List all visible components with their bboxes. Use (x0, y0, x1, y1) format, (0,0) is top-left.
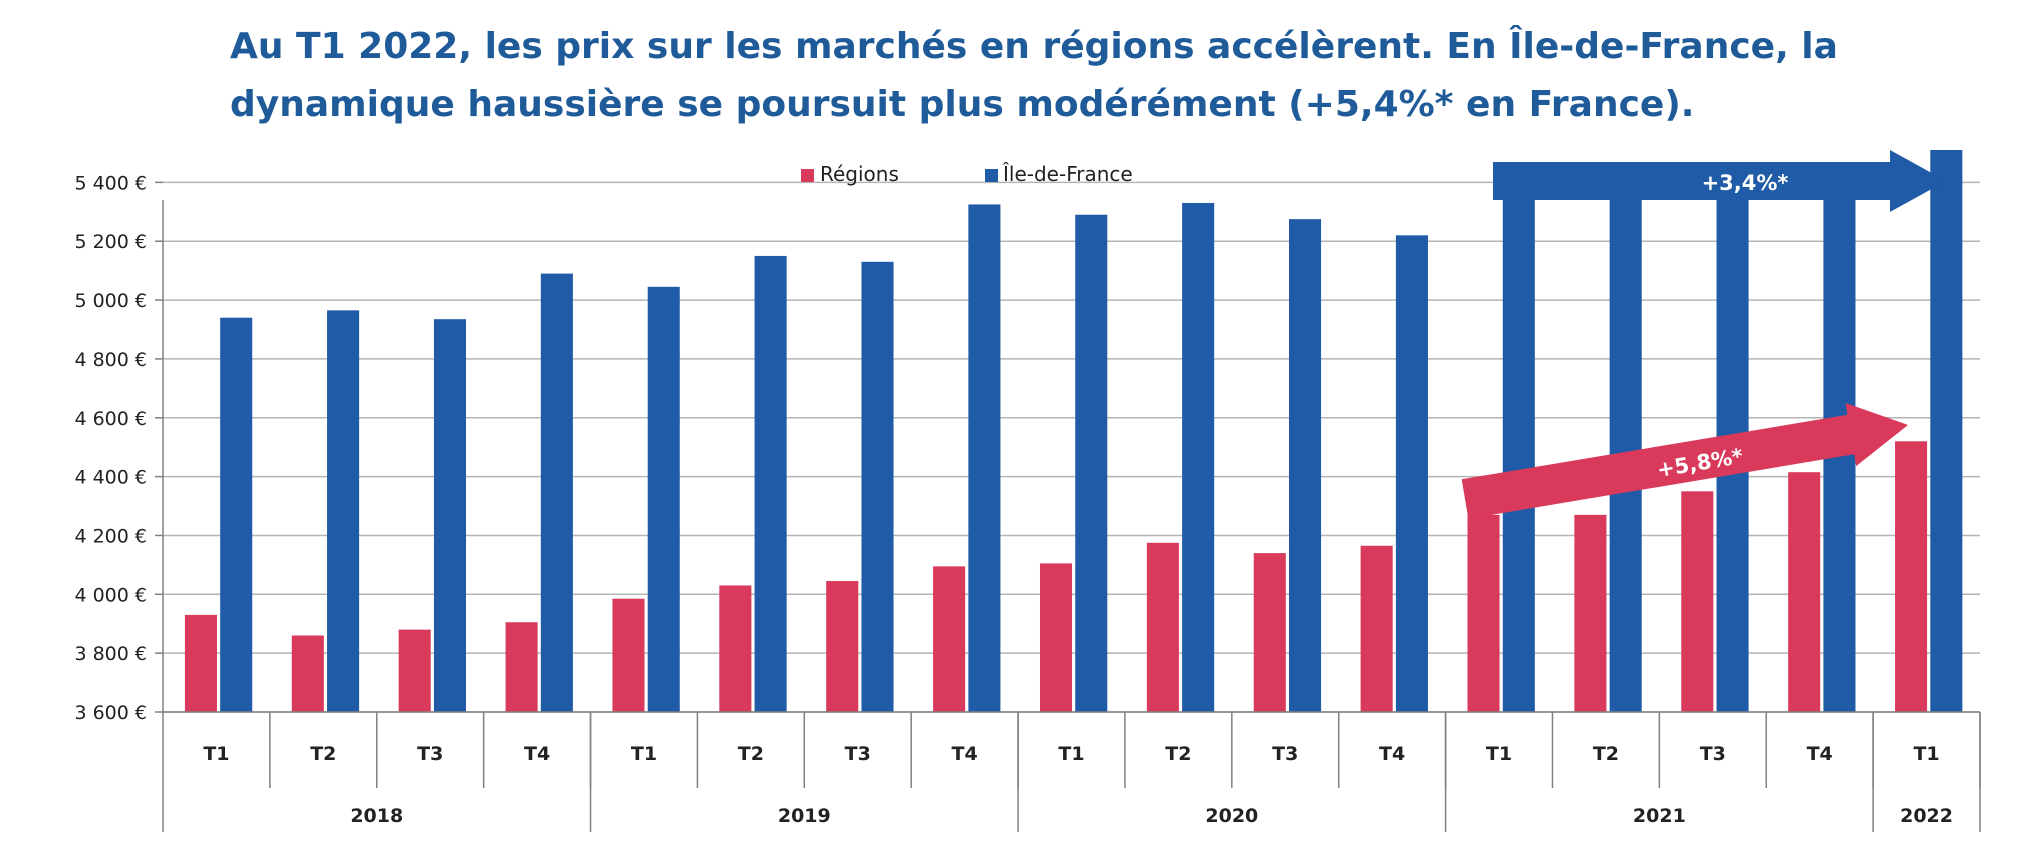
y-tick-label: 4 200 € (74, 525, 147, 547)
bar-ile-de-france (1075, 214, 1108, 713)
legend-label-regions: Régions (820, 162, 899, 186)
x-tick-label: T1 (203, 743, 229, 765)
bar-regions (1681, 491, 1714, 712)
trend-arrow-regions (1461, 403, 1908, 519)
bar-ile-de-france (1182, 202, 1215, 712)
bar-ile-de-france (1502, 186, 1535, 713)
bar-ile-de-france (1289, 219, 1322, 712)
bar-regions (1039, 563, 1073, 712)
bar-regions (1574, 514, 1607, 712)
x-year-label: 2018 (350, 805, 403, 827)
y-tick-label: 4 400 € (74, 467, 147, 489)
x-tick-label: T1 (1913, 743, 1939, 765)
x-tick-label: T3 (1700, 743, 1726, 765)
x-tick-label: T2 (1165, 743, 1191, 765)
bar-ile-de-france (327, 310, 360, 712)
bar-regions (291, 635, 324, 712)
headline-line-2: dynamique haussière se poursuit plus mod… (230, 84, 1695, 125)
bar-chart: 3 600 € 3 800 € 4 000 € 4 200 € 4 400 € 4 600… (74, 150, 1981, 832)
bar-regions (826, 581, 859, 712)
bar-regions (612, 598, 645, 712)
legend-swatch-regions (801, 169, 814, 182)
x-year-label: 2021 (1633, 805, 1686, 827)
legend: Régions Île-de-France (801, 162, 1133, 186)
x-tick-label: T3 (417, 743, 443, 765)
headline-line-1: Au T1 2022, les prix sur les marchés en … (230, 26, 1838, 67)
bar-ile-de-france (754, 255, 787, 712)
bar-ile-de-france (220, 317, 253, 712)
bar-ile-de-france (861, 261, 894, 712)
x-tick-label: T2 (1593, 743, 1619, 765)
bar-regions (1360, 545, 1393, 712)
y-tick-label: 4 600 € (74, 408, 147, 430)
trend-arrows: +3,4%*+5,8%* (1461, 150, 1946, 519)
bar-regions (1895, 441, 1928, 712)
x-tick-label: T2 (310, 743, 336, 765)
x-tick-label: T3 (1272, 743, 1298, 765)
y-tick-label: 3 600 € (74, 702, 147, 724)
bar-regions (719, 585, 752, 712)
bar-ile-de-france (433, 319, 467, 712)
chart-headline: Au T1 2022, les prix sur les marchés en … (230, 18, 1990, 134)
legend-label-ile-de-france: Île-de-France (1002, 162, 1133, 186)
bar-ile-de-france (1609, 176, 1642, 712)
bar-regions (1253, 553, 1286, 712)
x-tick-label: T1 (1058, 743, 1084, 765)
x-tick-label: T1 (1486, 743, 1512, 765)
bar-regions (398, 629, 431, 712)
x-tick-label: T2 (738, 743, 764, 765)
bar-ile-de-france (1395, 235, 1428, 713)
bar-regions (505, 622, 538, 712)
bar-ile-de-france (647, 286, 680, 712)
bar-regions (1146, 542, 1179, 712)
x-tick-label: T1 (631, 743, 657, 765)
x-tick-label: T4 (952, 743, 978, 765)
legend-swatch-ile-de-france (985, 169, 998, 182)
bar-regions (1788, 472, 1821, 712)
y-tick-label: 5 000 € (74, 290, 147, 312)
axes: 3 600 € 3 800 € 4 000 € 4 200 € 4 400 € 4 600… (74, 172, 1981, 832)
x-tick-label: T4 (1807, 743, 1833, 765)
bar-regions (933, 566, 966, 712)
trend-arrow-label-ile-de-france: +3,4%* (1702, 171, 1789, 195)
y-tick-label: 3 800 € (74, 643, 147, 665)
x-tick-label: T4 (524, 743, 550, 765)
bars (184, 150, 1963, 713)
x-tick-label: T4 (1379, 743, 1405, 765)
trend-arrow-ile-de-france (1493, 150, 1946, 212)
bar-regions (1467, 514, 1500, 712)
x-year-label: 2020 (1205, 805, 1258, 827)
y-tick-label: 5 400 € (74, 172, 147, 194)
y-tick-label: 4 800 € (74, 349, 147, 371)
x-year-label: 2022 (1900, 805, 1953, 827)
y-tick-label: 5 200 € (74, 231, 147, 253)
y-tick-label: 4 000 € (74, 584, 147, 606)
bar-ile-de-france (968, 204, 1001, 712)
x-tick-label: T3 (845, 743, 871, 765)
bar-ile-de-france (540, 273, 573, 712)
x-year-label: 2019 (778, 805, 831, 827)
bar-ile-de-france (1930, 150, 1963, 712)
bar-regions (184, 614, 217, 712)
